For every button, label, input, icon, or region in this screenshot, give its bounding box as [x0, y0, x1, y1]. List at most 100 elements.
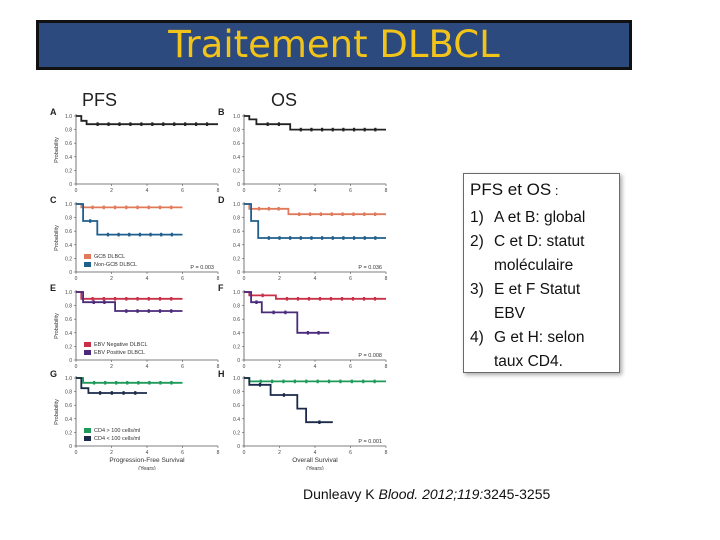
- censor-tick: [362, 379, 365, 384]
- x-tick-label: 2: [110, 450, 113, 456]
- censor-tick: [103, 300, 106, 304]
- x-tick-label: 4: [146, 450, 149, 456]
- censor-tick: [308, 212, 312, 216]
- censor-tick: [129, 122, 132, 126]
- info-heading: PFS et OS :: [470, 180, 613, 200]
- censor-tick: [91, 297, 94, 301]
- censor-tick: [158, 205, 162, 210]
- y-tick-label: 0.6: [65, 403, 72, 409]
- y-tick-label: 0: [237, 270, 240, 276]
- censor-tick: [91, 205, 94, 210]
- y-tick-label: 0.4: [65, 331, 72, 337]
- y-tick-label: 0: [237, 358, 240, 364]
- legend-swatch: [84, 342, 91, 347]
- censor-tick: [363, 236, 366, 240]
- x-tick-label: 0: [243, 188, 246, 194]
- censor-tick: [115, 380, 118, 385]
- censor-tick: [277, 122, 281, 126]
- y-tick-label: 1.0: [65, 290, 72, 296]
- x-axis-title-os: Overall Survival: [292, 457, 338, 464]
- censor-tick: [305, 379, 308, 384]
- censor-tick: [147, 205, 150, 210]
- y-tick-label: 1.0: [65, 202, 72, 208]
- y-tick-label: 0.6: [233, 229, 240, 235]
- legend-label: EBV Positive DLBCL: [94, 350, 145, 356]
- legend-label: CD4 < 100 cells/ml: [94, 436, 140, 442]
- x-tick-label: 0: [75, 188, 78, 194]
- censor-tick: [136, 205, 139, 210]
- censor-tick: [151, 122, 154, 126]
- censor-tick: [134, 391, 137, 395]
- y-tick-label: 0.2: [233, 256, 240, 262]
- survival-curve: [244, 115, 386, 131]
- y-tick-label: 0.8: [65, 216, 72, 222]
- survival-curve: [244, 291, 330, 334]
- censor-tick: [259, 379, 262, 384]
- y-tick-label: 0.6: [65, 141, 72, 147]
- y-tick-label: 0.2: [65, 168, 72, 174]
- y-tick-label: 1.0: [233, 114, 240, 120]
- censor-tick: [299, 236, 302, 240]
- y-tick-label: 0.4: [65, 155, 72, 161]
- censor-tick: [373, 379, 376, 384]
- censor-tick: [282, 393, 286, 397]
- y-tick-label: 0.6: [65, 317, 72, 323]
- x-tick-label: 0: [243, 276, 246, 282]
- y-tick-label: 0.2: [233, 344, 240, 350]
- censor-tick: [318, 297, 322, 301]
- x-tick-label: 8: [217, 364, 220, 370]
- censor-tick: [310, 236, 313, 240]
- censor-tick: [137, 380, 140, 385]
- x-tick-label: 2: [278, 364, 281, 370]
- legend-label: EBV Negative DLBCL: [94, 342, 148, 348]
- y-tick-label: 0.4: [233, 155, 240, 161]
- y-tick-label: 0.8: [233, 216, 240, 222]
- y-tick-label: 0.8: [65, 304, 72, 310]
- censor-tick: [125, 309, 128, 313]
- censor-tick: [327, 379, 331, 384]
- y-tick-label: 1.0: [65, 114, 72, 120]
- censor-tick: [317, 331, 320, 335]
- censor-tick: [350, 379, 353, 384]
- x-tick-label: 0: [75, 276, 78, 282]
- censor-tick: [255, 300, 258, 304]
- censor-tick: [289, 236, 292, 240]
- y-tick-label: 0: [69, 182, 72, 188]
- x-tick-label: 8: [385, 450, 388, 456]
- x-tick-label: 6: [181, 450, 184, 456]
- info-box: PFS et OS : 1) A et B: global 2) C et D: s…: [463, 173, 620, 373]
- y-tick-label: 0.2: [233, 168, 240, 174]
- censor-tick: [195, 122, 198, 126]
- x-axis-unit-os: (Years): [306, 466, 324, 470]
- panel-letter: B: [218, 108, 225, 117]
- y-tick-label: 1.0: [233, 202, 240, 208]
- censor-tick: [321, 236, 324, 240]
- censor-tick: [342, 127, 345, 132]
- info-item: 1) A et B: global: [470, 206, 613, 230]
- panel-letter: E: [50, 283, 56, 293]
- info-item-text: E et F Statut EBV: [494, 281, 581, 322]
- censor-tick: [277, 206, 280, 211]
- censor-tick: [267, 206, 270, 211]
- censor-tick: [307, 297, 311, 301]
- x-tick-label: 8: [385, 364, 388, 370]
- censor-tick: [117, 232, 120, 237]
- y-tick-label: 0.4: [233, 331, 240, 337]
- censor-tick: [310, 127, 313, 132]
- info-list: 1) A et B: global 2) C et D: statut molécu…: [470, 206, 613, 374]
- censor-tick: [118, 122, 121, 126]
- censor-tick: [89, 219, 92, 223]
- x-tick-label: 2: [278, 450, 281, 456]
- censor-tick: [184, 122, 187, 126]
- censor-tick: [374, 236, 377, 240]
- x-tick-label: 6: [181, 188, 184, 194]
- panel-letter: F: [218, 283, 224, 293]
- censor-tick: [374, 212, 377, 216]
- y-axis-label: Probability: [54, 137, 60, 163]
- censor-tick: [138, 232, 141, 237]
- censor-tick: [352, 212, 355, 216]
- censor-tick: [158, 309, 162, 313]
- info-item: 3) E et F Statut EBV: [470, 278, 613, 326]
- info-heading-main: PFS et OS: [470, 180, 552, 199]
- x-tick-label: 6: [349, 450, 352, 456]
